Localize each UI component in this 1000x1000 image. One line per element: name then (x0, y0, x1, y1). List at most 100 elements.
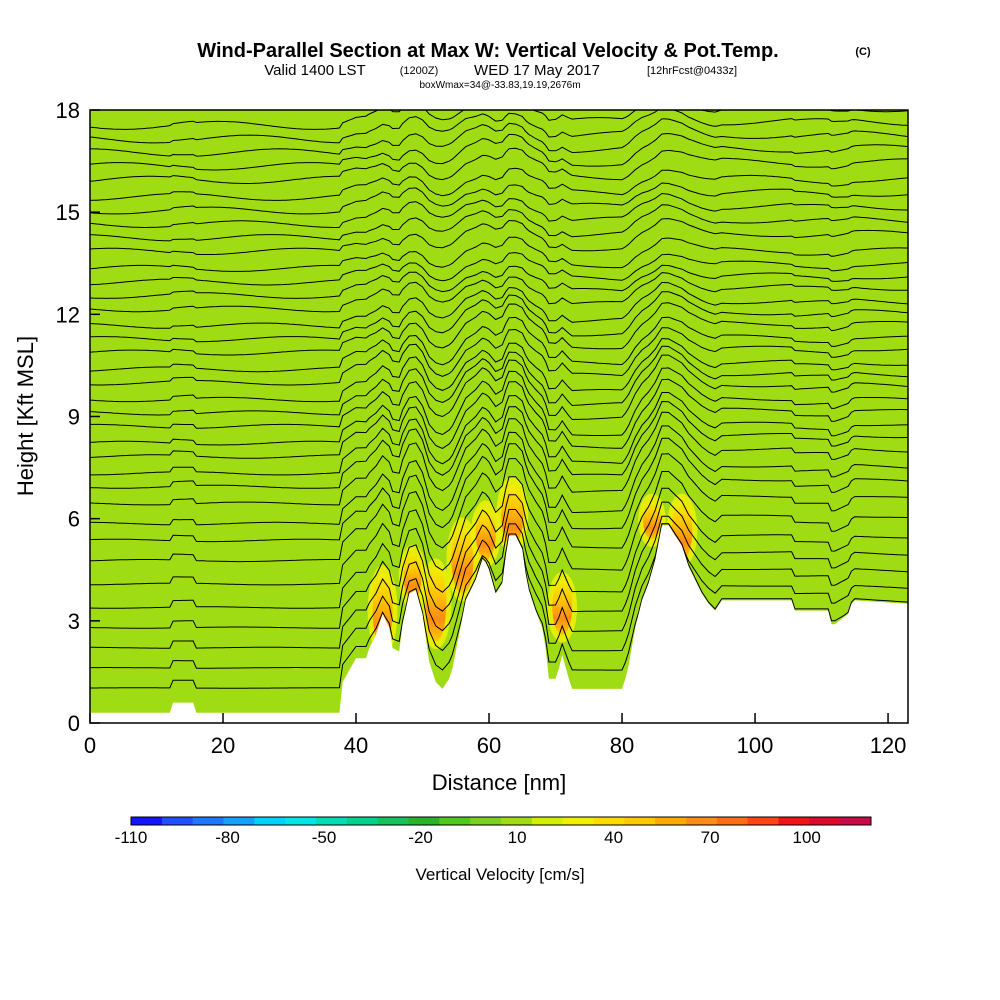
theta-contour-8 (90, 437, 908, 543)
theta-contour-24 (90, 264, 908, 299)
y-axis-ticks: 0 3 6 9 12 15 18 (56, 98, 100, 736)
box-wmax-info: boxWmax=34@-33.83,19.19,2676m (419, 80, 580, 91)
updraft-core-6 (501, 484, 524, 546)
colorbar-ticks: -110 -80 -50 -20 10 40 70 100 (115, 828, 821, 847)
y-tick-label-15: 15 (56, 200, 80, 225)
colorbar-tick-label: 40 (604, 828, 623, 847)
colorbar-bin-10 (408, 817, 440, 825)
y-tick-label-18: 18 (56, 98, 80, 123)
theta-contour-32 (90, 147, 908, 184)
x-tick-label-0: 0 (84, 733, 96, 758)
colorbar-bin-9 (377, 817, 409, 825)
theta-contour-31 (90, 167, 908, 201)
terrain (90, 525, 908, 723)
colorbar-tick-label: 100 (793, 828, 821, 847)
theta-contour-4 (90, 501, 908, 629)
subtitle-utc: (1200Z) (400, 65, 439, 77)
colorbar-bin-20 (716, 817, 749, 825)
y-tick-label-6: 6 (68, 507, 80, 532)
colorbar-bin-12 (470, 817, 502, 825)
theta-contour-26 (90, 236, 908, 272)
colorbar-tick-label: -110 (115, 828, 148, 847)
colorbar-frame (130, 816, 872, 826)
theta-contour-6 (90, 470, 908, 586)
theta-contour-34 (90, 118, 908, 157)
y-tick-label-0: 0 (68, 711, 80, 736)
x-tick-label-80: 80 (610, 733, 634, 758)
x-tick-label-20: 20 (211, 733, 235, 758)
colorbar-bin-23 (809, 817, 841, 825)
theta-contour-7 (90, 453, 908, 563)
theta-contour-17 (90, 337, 908, 403)
theta-contour-14 (90, 367, 908, 446)
colorbar-bin-6 (285, 817, 317, 825)
x-axis-label: Distance [nm] (432, 770, 567, 795)
theta-contour-3 (90, 515, 908, 649)
chart-subtitle: Valid 1400 LST (1200Z) WED 17 May 2017 [… (264, 62, 737, 79)
theta-contour-5 (90, 487, 908, 609)
colorbar-bin-3 (192, 817, 224, 825)
colorbar-bin-21 (747, 817, 779, 825)
y-tick-label-12: 12 (56, 302, 80, 327)
theta-contour-16 (90, 345, 908, 416)
colorbar-tick-label: 70 (701, 828, 720, 847)
subtitle-forecast: [12hrFcst@0433z] (647, 65, 737, 77)
colorbar-bin-24 (840, 817, 872, 825)
theta-contour-9 (90, 425, 908, 526)
colorbar (130, 816, 872, 826)
subtitle-date: WED 17 May 2017 (474, 62, 600, 79)
colorbar-bin-15 (562, 817, 594, 825)
updraft-core-3 (425, 566, 447, 642)
colorbar-bin-22 (778, 817, 810, 825)
theta-contour-13 (90, 378, 908, 459)
theta-contour-25 (90, 252, 908, 286)
colorbar-bin-7 (316, 817, 348, 825)
potential-temperature-contours (90, 110, 908, 689)
colorbar-tick-label: -20 (408, 828, 433, 847)
colorbar-bin-14 (531, 817, 564, 825)
theta-contour-29 (90, 192, 908, 228)
y-axis-label: Height [Kft MSL] (13, 336, 38, 496)
colorbar-bin-2 (161, 817, 194, 825)
colorbar-bin-11 (439, 817, 471, 825)
theta-contour-33 (90, 132, 908, 171)
updraft-core-8 (643, 501, 661, 540)
theta-contour-21 (90, 291, 908, 343)
colorbar-bin-4 (223, 817, 255, 825)
theta-contour-30 (90, 182, 908, 215)
theta-contour-12 (90, 392, 908, 476)
theta-contour-2 (90, 523, 908, 669)
x-tick-label-40: 40 (344, 733, 368, 758)
chart-title: Wind-Parallel Section at Max W: Vertical… (197, 40, 778, 62)
theta-contour-10 (90, 411, 908, 506)
y-tick-label-3: 3 (68, 609, 80, 634)
theta-contour-1 (90, 523, 908, 689)
theta-contour-22 (90, 281, 908, 329)
colorbar-bin-18 (655, 817, 687, 825)
colorbar-tick-label: -50 (312, 828, 337, 847)
x-tick-label-60: 60 (477, 733, 501, 758)
x-tick-label-120: 120 (870, 733, 907, 758)
theta-contour-20 (90, 302, 908, 356)
updraft-core-4 (451, 525, 474, 594)
colorbar-bin-8 (346, 817, 379, 825)
theta-contour-18 (90, 327, 908, 386)
colorbar-bin-16 (593, 817, 625, 825)
colorbar-bin-17 (624, 817, 656, 825)
theta-contour-36 (90, 110, 908, 130)
theta-contour-23 (90, 272, 908, 313)
x-axis-ticks: 0 20 40 60 80 100 120 (84, 713, 907, 758)
colorbar-title: Vertical Velocity [cm/s] (415, 865, 584, 884)
theta-contour-35 (90, 110, 908, 144)
x-tick-label-100: 100 (737, 733, 774, 758)
theta-contour-19 (90, 316, 908, 373)
copyright-mark: (C) (855, 46, 871, 58)
theta-contour-28 (90, 204, 908, 242)
y-tick-label-9: 9 (68, 405, 80, 430)
plot-area (90, 110, 908, 723)
theta-contour-11 (90, 400, 908, 489)
theta-contour-15 (90, 354, 908, 429)
colorbar-bin-13 (501, 817, 533, 825)
colorbar-tick-label: 10 (508, 828, 527, 847)
